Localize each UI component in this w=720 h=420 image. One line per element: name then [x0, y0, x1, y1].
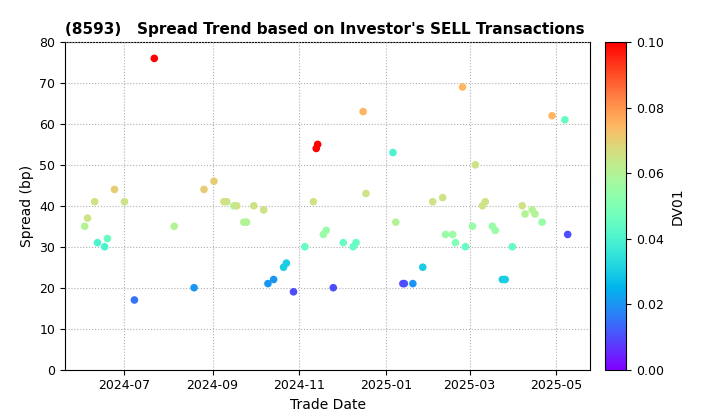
Point: [189, 284, 200, 291]
Point: [307, 198, 319, 205]
Point: [477, 202, 488, 209]
Point: [218, 198, 230, 205]
Point: [487, 223, 498, 230]
Point: [480, 198, 491, 205]
Point: [526, 207, 538, 213]
Point: [228, 202, 240, 209]
Point: [318, 231, 329, 238]
Point: [387, 149, 399, 156]
Point: [350, 239, 361, 246]
Point: [417, 264, 428, 270]
Point: [320, 227, 332, 234]
Point: [456, 84, 468, 90]
Point: [562, 231, 573, 238]
Point: [129, 297, 140, 303]
Point: [447, 231, 459, 238]
Point: [397, 280, 409, 287]
Point: [198, 186, 210, 193]
Point: [450, 239, 462, 246]
Point: [500, 276, 511, 283]
Point: [437, 194, 449, 201]
Point: [238, 219, 250, 226]
Point: [82, 215, 94, 221]
Point: [248, 202, 259, 209]
Point: [348, 243, 359, 250]
Point: [490, 227, 501, 234]
Point: [148, 55, 160, 62]
Point: [208, 178, 220, 184]
Point: [91, 239, 103, 246]
Point: [79, 223, 91, 230]
Point: [338, 239, 349, 246]
Point: [360, 190, 372, 197]
Point: [529, 210, 541, 217]
Point: [231, 202, 243, 209]
Point: [102, 235, 113, 242]
Point: [328, 284, 339, 291]
Point: [168, 223, 180, 230]
Point: [469, 161, 481, 168]
Point: [357, 108, 369, 115]
Point: [241, 219, 253, 226]
Point: [459, 243, 471, 250]
Point: [312, 141, 323, 148]
Point: [262, 280, 274, 287]
X-axis label: Trade Date: Trade Date: [289, 398, 366, 412]
Point: [221, 198, 233, 205]
Point: [519, 210, 531, 217]
Point: [268, 276, 279, 283]
Point: [506, 243, 518, 250]
Point: [89, 198, 100, 205]
Y-axis label: DV01: DV01: [671, 187, 685, 225]
Point: [440, 231, 451, 238]
Point: [399, 280, 410, 287]
Point: [546, 112, 558, 119]
Point: [99, 243, 110, 250]
Y-axis label: Spread (bp): Spread (bp): [19, 165, 34, 247]
Point: [119, 198, 130, 205]
Point: [299, 243, 310, 250]
Point: [310, 145, 322, 152]
Point: [427, 198, 438, 205]
Point: [497, 276, 508, 283]
Point: [516, 202, 528, 209]
Point: [559, 116, 570, 123]
Point: [536, 219, 548, 226]
Point: [288, 289, 300, 295]
Point: [278, 264, 289, 270]
Point: [281, 260, 292, 266]
Point: [258, 207, 269, 213]
Text: (8593)   Spread Trend based on Investor's SELL Transactions: (8593) Spread Trend based on Investor's …: [65, 22, 585, 37]
Point: [390, 219, 402, 226]
Point: [407, 280, 418, 287]
Point: [109, 186, 120, 193]
Point: [467, 223, 478, 230]
